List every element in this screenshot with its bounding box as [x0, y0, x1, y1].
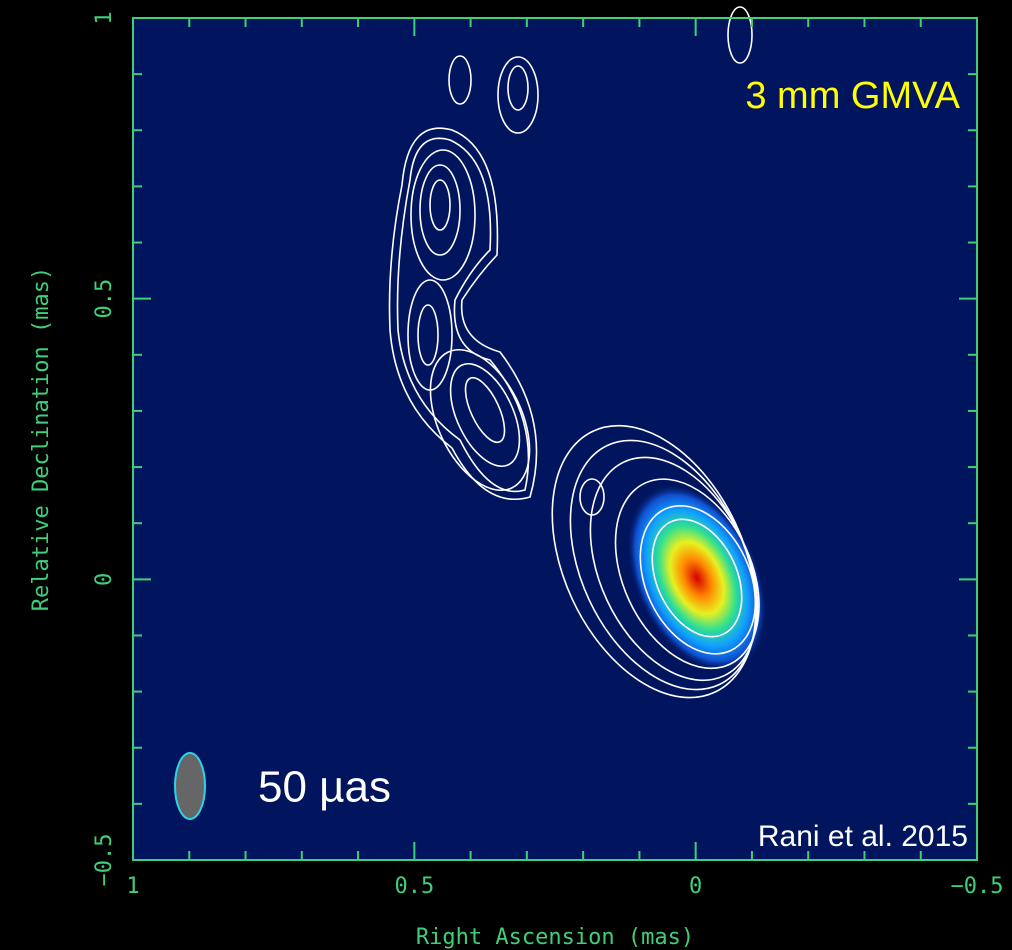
annotation: 3 mm GMVA — [745, 75, 960, 117]
annotation: 50 µas — [258, 763, 391, 812]
x-tick-label: −0.5 — [951, 874, 1004, 899]
beam — [175, 753, 205, 819]
x-tick-label: 0 — [689, 874, 702, 899]
y-axis-label: Relative Declination (mas) — [29, 267, 54, 611]
chart: Right Ascension (mas) Relative Declinati… — [0, 0, 1012, 950]
y-tick-label: 0.5 — [92, 279, 117, 319]
x-tick-label: 0.5 — [394, 874, 434, 899]
annotation: Rani et al. 2015 — [758, 820, 968, 853]
x-axis-label: Right Ascension (mas) — [416, 925, 694, 950]
y-tick-label: 1 — [92, 11, 117, 24]
x-tick-label: 1 — [126, 874, 139, 899]
y-tick-label: 0 — [92, 573, 117, 586]
y-tick-label: −0.5 — [92, 834, 117, 887]
plot-background — [133, 18, 977, 860]
